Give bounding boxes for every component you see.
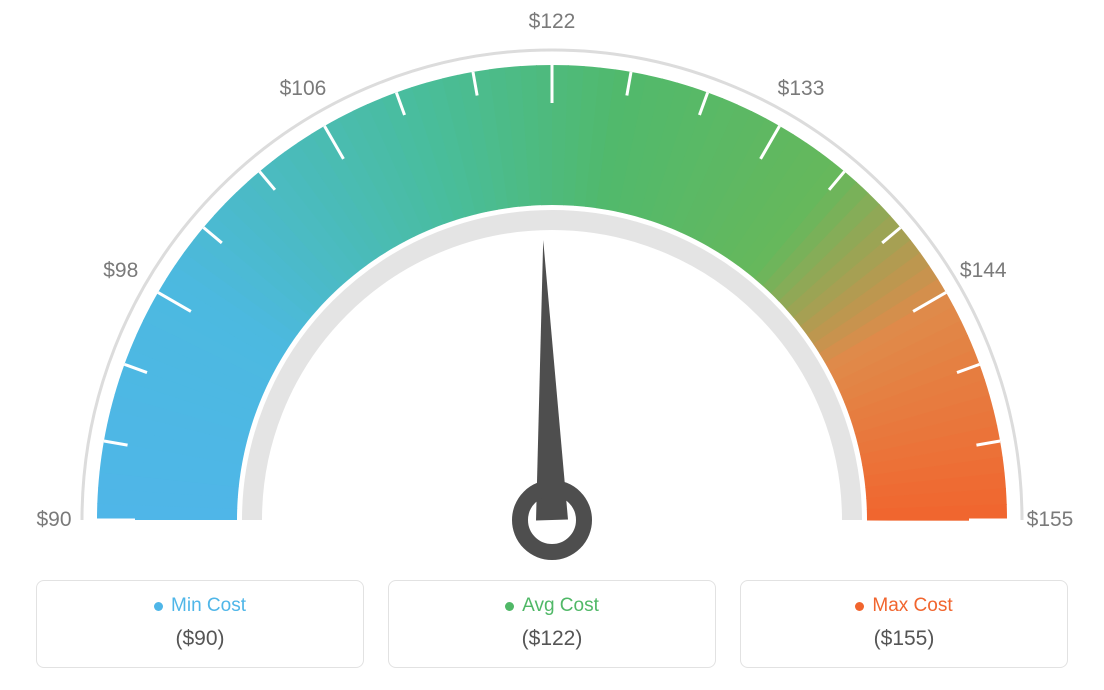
gauge-tick-label: $155	[1027, 508, 1074, 532]
legend-dot	[505, 602, 514, 611]
legend-label-row: Max Cost	[741, 595, 1067, 617]
gauge-tick-label: $90	[36, 508, 71, 532]
legend-card: Avg Cost ($122)	[388, 580, 716, 668]
legend-label-row: Avg Cost	[389, 595, 715, 617]
gauge-tick-label: $106	[280, 77, 327, 101]
legend-card: Max Cost ($155)	[740, 580, 1068, 668]
legend-label: Max Cost	[872, 595, 952, 617]
legend-label-row: Min Cost	[37, 595, 363, 617]
gauge-svg	[0, 0, 1104, 560]
cost-gauge: $90 $98 $106 $122 $133 $144 $155	[0, 0, 1104, 560]
legend-dot	[154, 602, 163, 611]
legend-label: Avg Cost	[522, 595, 599, 617]
legend-label: Min Cost	[171, 595, 246, 617]
legend-value: ($90)	[37, 627, 363, 651]
legend-value: ($122)	[389, 627, 715, 651]
gauge-tick-label: $98	[103, 259, 138, 283]
gauge-tick-label: $144	[960, 259, 1007, 283]
gauge-tick-label: $122	[529, 10, 576, 34]
legend-row: Min Cost ($90) Avg Cost ($122) Max Cost ($155…	[0, 580, 1104, 668]
legend-dot	[855, 602, 864, 611]
legend-card: Min Cost ($90)	[36, 580, 364, 668]
gauge-tick-label: $133	[778, 77, 825, 101]
legend-value: ($155)	[741, 627, 1067, 651]
